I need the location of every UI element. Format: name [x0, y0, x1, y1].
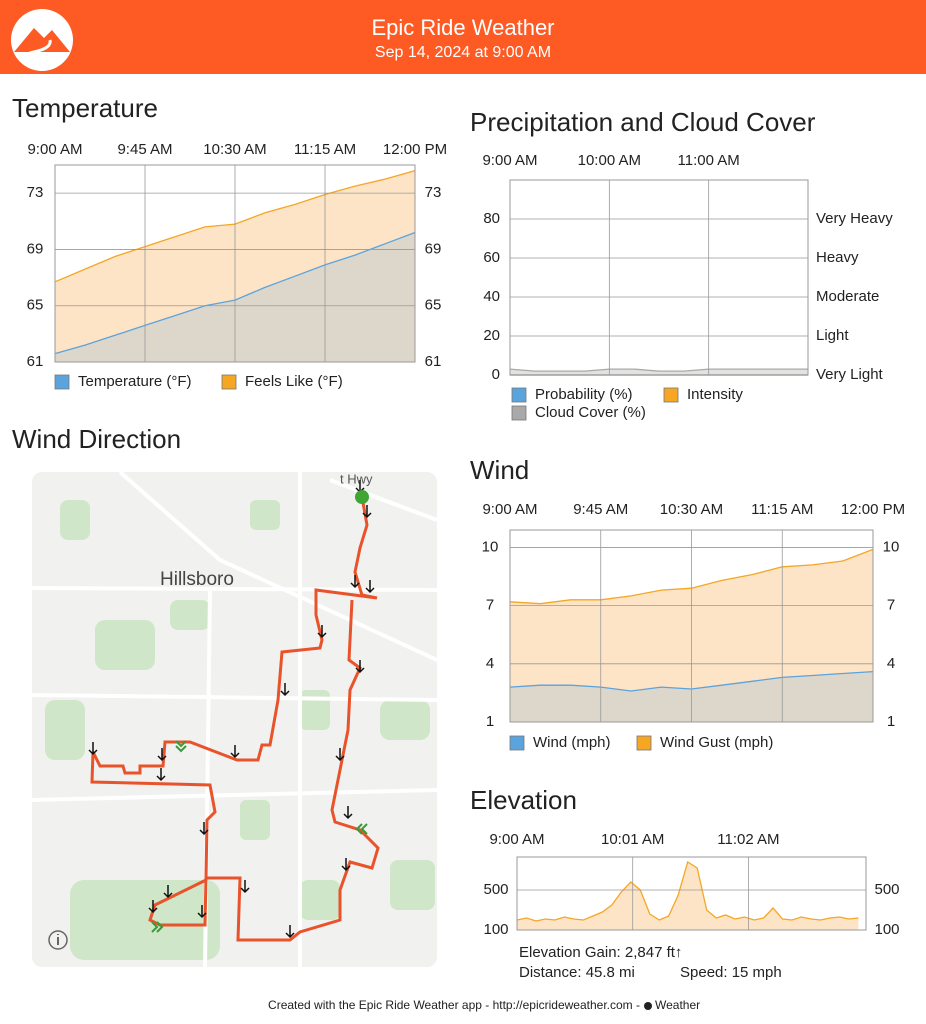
- route: [90, 496, 380, 942]
- area-line: [509, 368, 808, 372]
- y2-tick-label: 65: [425, 297, 442, 314]
- y-tick-label: 7: [486, 597, 494, 614]
- y-tick-label: 69: [27, 240, 44, 257]
- y-tick-label: 1: [486, 713, 494, 730]
- logo-road: [28, 39, 52, 67]
- y-tick-label: 40: [483, 288, 500, 305]
- y2-tick-label: Moderate: [816, 288, 879, 305]
- plot-frame: [516, 856, 867, 931]
- speed: Speed: 15 mph: [680, 964, 782, 981]
- chart-title: Precipitation and Cloud Cover: [470, 107, 816, 137]
- x-tick-label: 9:00 AM: [482, 501, 537, 518]
- x-tick-label: 10:30 AM: [203, 141, 266, 158]
- y-tick-label: 73: [27, 184, 44, 201]
- map-title: Wind Direction: [12, 424, 181, 454]
- x-tick-label: 9:00 AM: [27, 141, 82, 158]
- y-tick-label: 10: [482, 538, 499, 555]
- footer-text: Created with the Epic Ride Weather app -…: [268, 998, 640, 1012]
- legend-label: Intensity: [687, 386, 743, 403]
- legend-label: Cloud Cover (%): [535, 404, 646, 421]
- area-line: [516, 860, 859, 922]
- apple-logo: [644, 1002, 652, 1010]
- x-tick-label: 9:45 AM: [117, 141, 172, 158]
- y-tick-label: 4: [486, 655, 494, 672]
- plot-frame: [509, 179, 809, 376]
- info-icon: [48, 930, 68, 950]
- y2-tick-label: 4: [887, 655, 895, 672]
- y2-tick-label: 73: [425, 184, 442, 201]
- x-tick-label: 9:00 AM: [489, 831, 544, 848]
- elevation-gain: Elevation Gain: 2,847 ft↑: [519, 944, 682, 961]
- y-tick-label: 61: [27, 353, 44, 370]
- logo-mountain: [14, 28, 70, 52]
- y2-tick-label: 7: [887, 597, 895, 614]
- map-bg: [32, 472, 437, 967]
- x-tick-label: 12:00 PM: [383, 141, 447, 158]
- wind-arrows: [88, 480, 375, 939]
- x-tick-label: 10:00 AM: [578, 152, 641, 169]
- map: Hillsboro t Hwy: [31, 470, 438, 968]
- x-tick-label: 9:00 AM: [482, 152, 537, 169]
- y2-tick-label: 69: [425, 240, 442, 257]
- legend-swatch: [54, 374, 70, 390]
- y-tick-label: 65: [27, 297, 44, 314]
- legend-swatch: [511, 405, 527, 421]
- y-tick-label: 60: [483, 249, 500, 266]
- footer-brand: Weather: [655, 998, 700, 1012]
- chart-title: Elevation: [470, 785, 577, 815]
- legend-label: Wind (mph): [533, 734, 611, 751]
- x-tick-label: 10:30 AM: [660, 501, 723, 518]
- y2-tick-label: 10: [883, 538, 900, 555]
- y2-tick-label: 1: [887, 713, 895, 730]
- legend-label: Temperature (°F): [78, 373, 192, 390]
- x-tick-label: 11:02 AM: [717, 831, 779, 848]
- x-tick-label: 11:15 AM: [294, 141, 356, 158]
- x-tick-label: 10:01 AM: [601, 831, 664, 848]
- legend-swatch: [636, 735, 652, 751]
- x-tick-label: 9:45 AM: [573, 501, 628, 518]
- map-place: Hillsboro: [160, 569, 234, 590]
- y-tick-label: 500: [483, 881, 508, 898]
- plot-frame: [54, 164, 416, 363]
- distance: Distance: 45.8 mi: [519, 964, 635, 981]
- y2-tick-label: Light: [816, 327, 849, 344]
- y2-tick-label: 61: [425, 353, 442, 370]
- y-tick-label: 80: [483, 210, 500, 227]
- header-bar: [0, 0, 926, 74]
- x-tick-label: 11:15 AM: [751, 501, 813, 518]
- x-tick-label: 12:00 PM: [841, 501, 905, 518]
- legend-swatch: [663, 387, 679, 403]
- y2-tick-label: 100: [874, 921, 899, 938]
- y2-tick-label: 500: [874, 881, 899, 898]
- legend-swatch: [511, 387, 527, 403]
- y-tick-label: 0: [492, 366, 500, 383]
- y-tick-label: 100: [483, 921, 508, 938]
- y2-tick-label: Heavy: [816, 249, 859, 266]
- plot-frame: [509, 529, 874, 723]
- app-title: Epic Ride Weather: [371, 15, 554, 40]
- area-fill: [510, 369, 808, 375]
- start-dot: [355, 490, 369, 504]
- map-road: t Hwy: [340, 471, 373, 486]
- legend-swatch: [221, 374, 237, 390]
- y2-tick-label: Very Light: [816, 366, 884, 383]
- chevrons: [151, 740, 368, 933]
- y-tick-label: 20: [483, 327, 500, 344]
- x-tick-label: 11:00 AM: [678, 152, 740, 169]
- legend-label: Wind Gust (mph): [660, 734, 773, 751]
- map-parks: [45, 500, 435, 960]
- legend-label: Probability (%): [535, 386, 633, 403]
- app-subtitle: Sep 14, 2024 at 9:00 AM: [375, 44, 551, 61]
- legend-label: Feels Like (°F): [245, 373, 343, 390]
- y2-tick-label: Very Heavy: [816, 210, 893, 227]
- legend-swatch: [509, 735, 525, 751]
- area-fill: [517, 862, 859, 930]
- chart-title: Wind: [470, 455, 529, 485]
- chart-title: Temperature: [12, 93, 158, 123]
